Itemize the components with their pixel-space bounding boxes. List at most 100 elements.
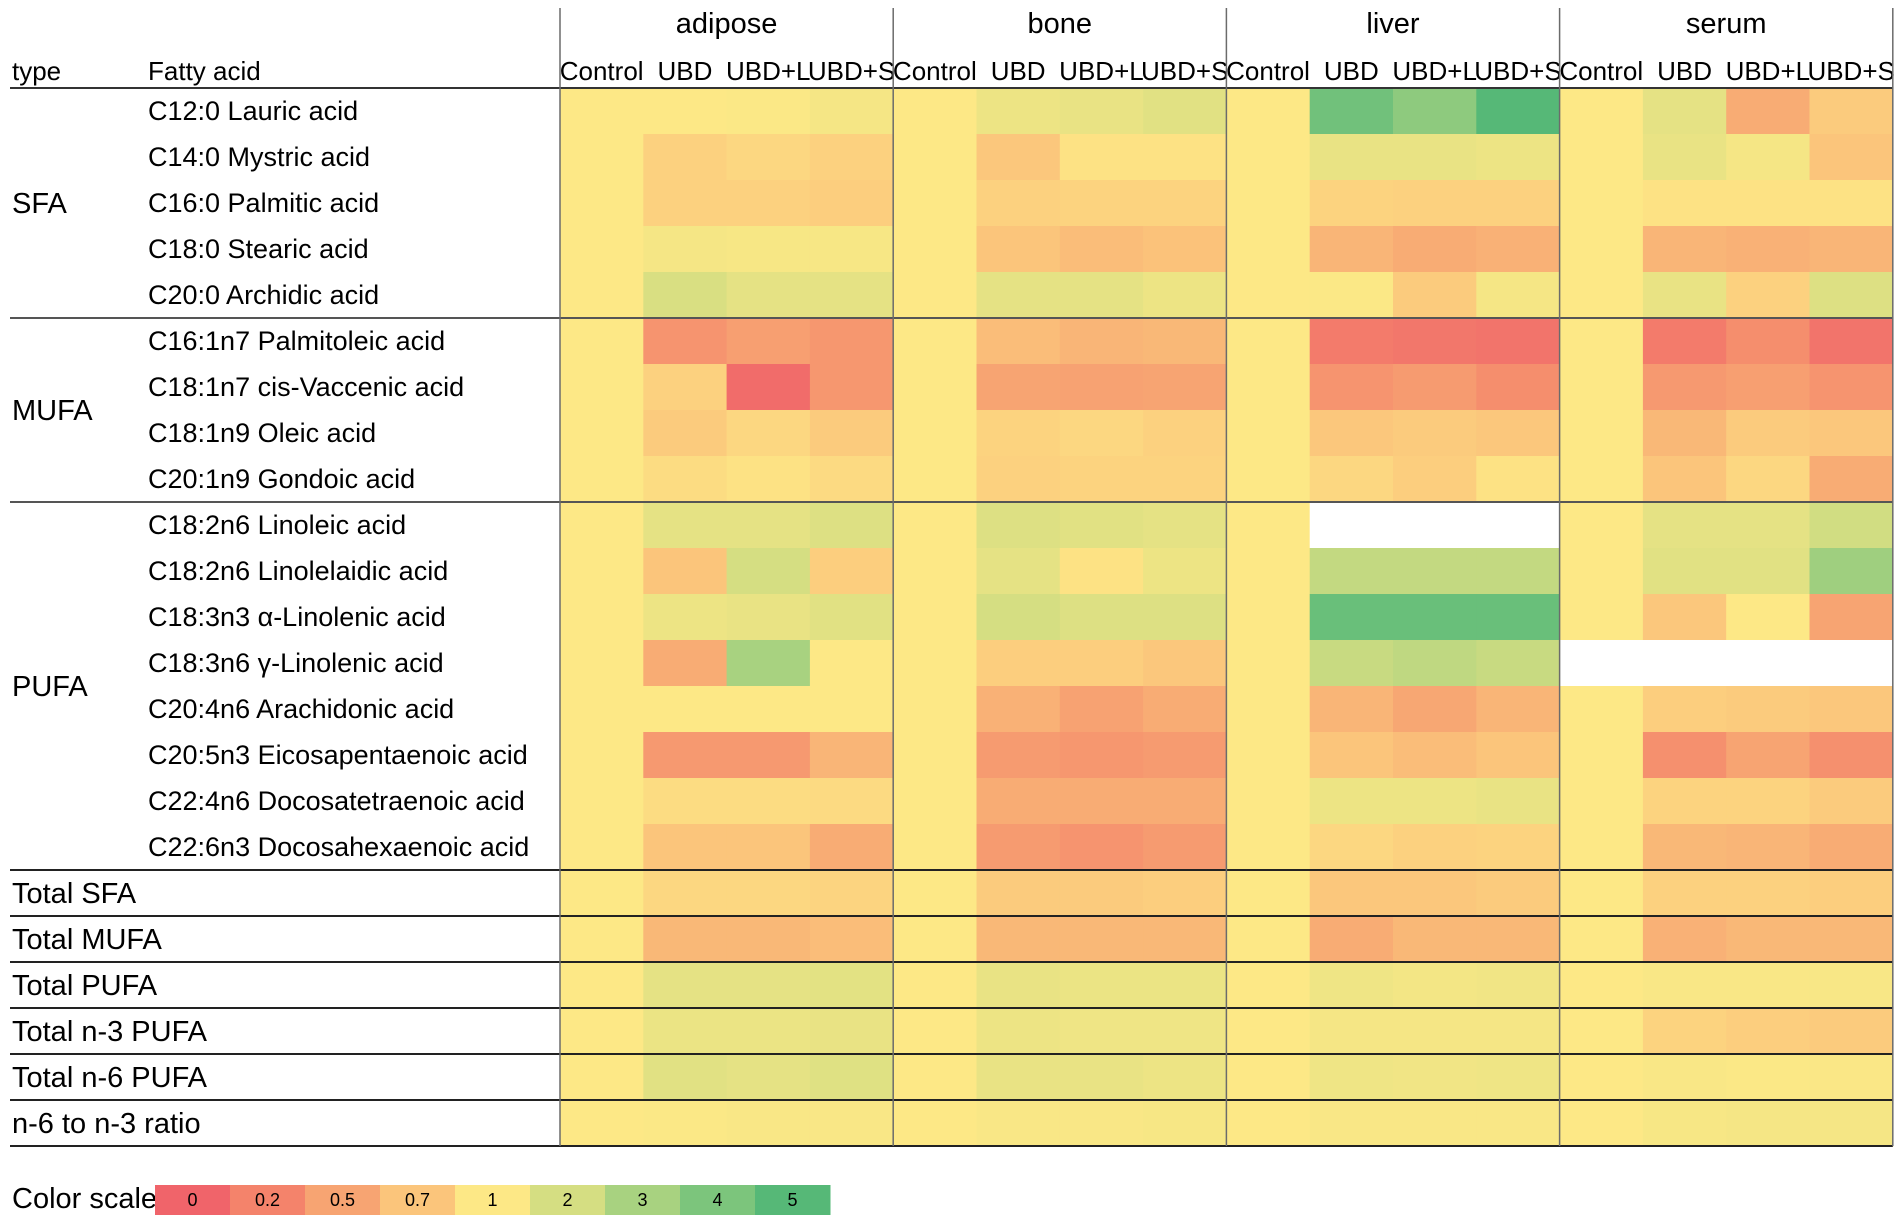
heatmap-cell-n-6-to-n-3-ratio-adipose-control [560,1100,644,1147]
heatmap-cell-c16-1n7-palmitoleic-acid-liver-ubd [1309,318,1394,365]
heatmap-cell-c20-0-archidic-acid-bone-ubd-s [1143,272,1227,319]
heatmap-cell-c22-4n6-docosatetraenoic-acid-adipose-ubd [643,778,728,825]
heatmap-cell-c12-0-lauric-acid-serum-ubd-s [1809,88,1894,135]
group-header-adipose-ubd-s: UBD+S [808,56,895,86]
heatmap-cell-n-6-to-n-3-ratio-adipose-ubd-l [726,1100,811,1147]
heatmap-cell-c22-6n3-docosahexaenoic-acid-serum-control [1559,824,1644,871]
heatmap-cell-c16-1n7-palmitoleic-acid-serum-control [1559,318,1644,365]
heatmap-cell-c20-1n9-gondoic-acid-bone-control [893,456,978,503]
heatmap-cell-c18-2n6-linoleic-acid-adipose-ubd [643,502,728,549]
heatmap-cell-c20-4n6-arachidonic-acid-bone-ubd [976,686,1061,733]
heatmap-cell-c16-1n7-palmitoleic-acid-serum-ubd [1642,318,1727,365]
heatmap-cell-c18-1n9-oleic-acid-serum-ubd-l [1726,410,1811,457]
heatmap-cell-c18-3n6-linolenic-acid-serum-control [1559,640,1644,687]
heatmap-cell-c18-1n9-oleic-acid-liver-ubd [1309,410,1394,457]
heatmap-cell-c18-2n6-linoleic-acid-bone-ubd-l [1059,502,1144,549]
heatmap-cell-c18-1n7-cis-vaccenic-acid-adipose-ubd [643,364,728,411]
tissue-header-liver: liver [1366,8,1420,40]
heatmap-cell-total-mufa-adipose-ubd-l [726,916,811,963]
heatmap-cell-c20-0-archidic-acid-bone-ubd [976,272,1061,319]
heatmap-cell-total-mufa-liver-ubd-l [1393,916,1477,963]
heatmap-cell-c18-2n6-linolelaidic-acid-bone-ubd-l [1059,548,1144,595]
heatmap-cell-n-6-to-n-3-ratio-serum-ubd-s [1809,1100,1894,1147]
heatmap-cell-c18-2n6-linolelaidic-acid-adipose-control [560,548,644,595]
heatmap-cell-c14-0-mystric-acid-liver-ubd-s [1476,134,1561,181]
heatmap-cell-total-pufa-liver-control [1226,962,1311,1009]
heatmap-cell-c18-1n7-cis-vaccenic-acid-adipose-ubd-l [726,364,811,411]
heatmap-cell-c18-1n7-cis-vaccenic-acid-serum-ubd [1642,364,1727,411]
heatmap-cell-total-mufa-bone-ubd-l [1059,916,1144,963]
heatmap-cell-c16-1n7-palmitoleic-acid-liver-ubd-l [1393,318,1477,365]
heatmap-cell-total-n-6-pufa-bone-control [893,1054,978,1101]
heatmap-cell-c18-1n9-oleic-acid-adipose-ubd [643,410,728,457]
heatmap-cell-c22-4n6-docosatetraenoic-acid-liver-ubd [1309,778,1394,825]
heatmap-cell-c22-6n3-docosahexaenoic-acid-adipose-ubd-s [809,824,894,871]
heatmap-cell-total-mufa-serum-ubd-l [1726,916,1811,963]
heatmap-cell-c18-3n3-linolenic-acid-adipose-ubd-l [726,594,811,641]
group-header-adipose-control: Control [560,56,644,86]
heatmap-cell-total-n-3-pufa-liver-control [1226,1008,1311,1055]
heatmap-cell-c22-4n6-docosatetraenoic-acid-serum-ubd-l [1726,778,1811,825]
color-scale-swatch [155,1185,231,1215]
heatmap-cell-c20-1n9-gondoic-acid-serum-ubd-l [1726,456,1811,503]
heatmap-cell-c18-1n9-oleic-acid-serum-ubd [1642,410,1727,457]
heatmap-cell-total-n-6-pufa-adipose-control [560,1054,644,1101]
heatmap-cell-c22-4n6-docosatetraenoic-acid-serum-control [1559,778,1644,825]
heatmap-cell-c20-5n3-eicosapentaenoic-acid-bone-ubd-s [1143,732,1227,779]
heatmap-cell-c12-0-lauric-acid-liver-control [1226,88,1311,135]
heatmap-cell-c22-6n3-docosahexaenoic-acid-serum-ubd-s [1809,824,1894,871]
heatmap-cell-total-sfa-adipose-control [560,870,644,917]
heatmap-cell-c20-0-archidic-acid-adipose-ubd [643,272,728,319]
heatmap-cell-c18-1n7-cis-vaccenic-acid-adipose-ubd-s [809,364,894,411]
heatmap-cell-total-n-3-pufa-serum-control [1559,1008,1644,1055]
heatmap-cell-c16-1n7-palmitoleic-acid-serum-ubd-l [1726,318,1811,365]
heatmap-cell-total-pufa-serum-control [1559,962,1644,1009]
heatmap-cell-c18-3n6-linolenic-acid-serum-ubd [1642,640,1727,687]
heatmap-cells [560,88,1894,1147]
heatmap-cell-total-sfa-liver-ubd [1309,870,1394,917]
group-header-serum-ubd: UBD [1657,56,1712,86]
heatmap-cell-c20-0-archidic-acid-serum-ubd [1642,272,1727,319]
heatmap-cell-total-pufa-adipose-ubd-s [809,962,894,1009]
heatmap-cell-total-n-3-pufa-liver-ubd [1309,1008,1394,1055]
color-scale-swatch [305,1185,381,1215]
heatmap-cell-c16-0-palmitic-acid-liver-ubd-l [1393,180,1477,227]
total-label-total-n-3-pufa: Total n-3 PUFA [12,1016,208,1048]
heatmap-cell-c20-5n3-eicosapentaenoic-acid-bone-ubd-l [1059,732,1144,779]
heatmap-cell-c18-3n6-linolenic-acid-adipose-ubd-s [809,640,894,687]
total-label-n-6-to-n-3-ratio: n-6 to n-3 ratio [12,1108,201,1140]
row-label-c20-1n9-gondoic-acid: C20:1n9 Gondoic acid [148,464,415,494]
heatmap-cell-c18-2n6-linoleic-acid-adipose-ubd-l [726,502,811,549]
heatmap-cell-c18-2n6-linolelaidic-acid-liver-ubd [1309,548,1394,595]
color-scale-tick: 3 [637,1190,647,1210]
heatmap-cell-c20-1n9-gondoic-acid-bone-ubd-l [1059,456,1144,503]
heatmap-cell-c20-1n9-gondoic-acid-bone-ubd-s [1143,456,1227,503]
total-label-total-pufa: Total PUFA [12,970,158,1002]
heatmap-cell-c18-1n9-oleic-acid-serum-ubd-s [1809,410,1894,457]
heatmap-cell-c18-3n3-linolenic-acid-bone-ubd [976,594,1061,641]
heatmap-cell-c22-4n6-docosatetraenoic-acid-bone-ubd-s [1143,778,1227,825]
heatmap-cell-c18-2n6-linolelaidic-acid-adipose-ubd-l [726,548,811,595]
heatmap-cell-n-6-to-n-3-ratio-serum-control [1559,1100,1644,1147]
heatmap-cell-c12-0-lauric-acid-liver-ubd-l [1393,88,1477,135]
heatmap-cell-c20-5n3-eicosapentaenoic-acid-liver-ubd-l [1393,732,1477,779]
heatmap-cell-c18-1n7-cis-vaccenic-acid-serum-ubd-s [1809,364,1894,411]
heatmap-cell-c20-4n6-arachidonic-acid-liver-ubd-s [1476,686,1561,733]
row-label-c18-2n6-linoleic-acid: C18:2n6 Linoleic acid [148,510,406,540]
heatmap-cell-total-mufa-serum-control [1559,916,1644,963]
heatmap-cell-total-n-3-pufa-bone-ubd-l [1059,1008,1144,1055]
heatmap-cell-c20-1n9-gondoic-acid-bone-ubd [976,456,1061,503]
heatmap-cell-c18-2n6-linoleic-acid-serum-ubd [1642,502,1727,549]
group-header-liver-ubd: UBD [1324,56,1379,86]
heatmap-cell-c18-2n6-linolelaidic-acid-bone-control [893,548,978,595]
heatmap-cell-c14-0-mystric-acid-adipose-ubd-l [726,134,811,181]
heatmap-cell-c18-3n3-linolenic-acid-liver-ubd-s [1476,594,1561,641]
heatmap-cell-c22-6n3-docosahexaenoic-acid-bone-ubd [976,824,1061,871]
heatmap-cell-total-sfa-serum-ubd [1642,870,1727,917]
heatmap-cell-c22-6n3-docosahexaenoic-acid-bone-control [893,824,978,871]
heatmap-cell-c18-1n9-oleic-acid-adipose-ubd-s [809,410,894,457]
heatmap-cell-c20-0-archidic-acid-liver-ubd [1309,272,1394,319]
heatmap-cell-total-sfa-serum-ubd-s [1809,870,1894,917]
color-scale-legend: Color scale: 0 0.2 0.5 0.7 1 2 3 4 5 [12,1183,831,1215]
color-scale-tick: 0.2 [255,1190,280,1210]
